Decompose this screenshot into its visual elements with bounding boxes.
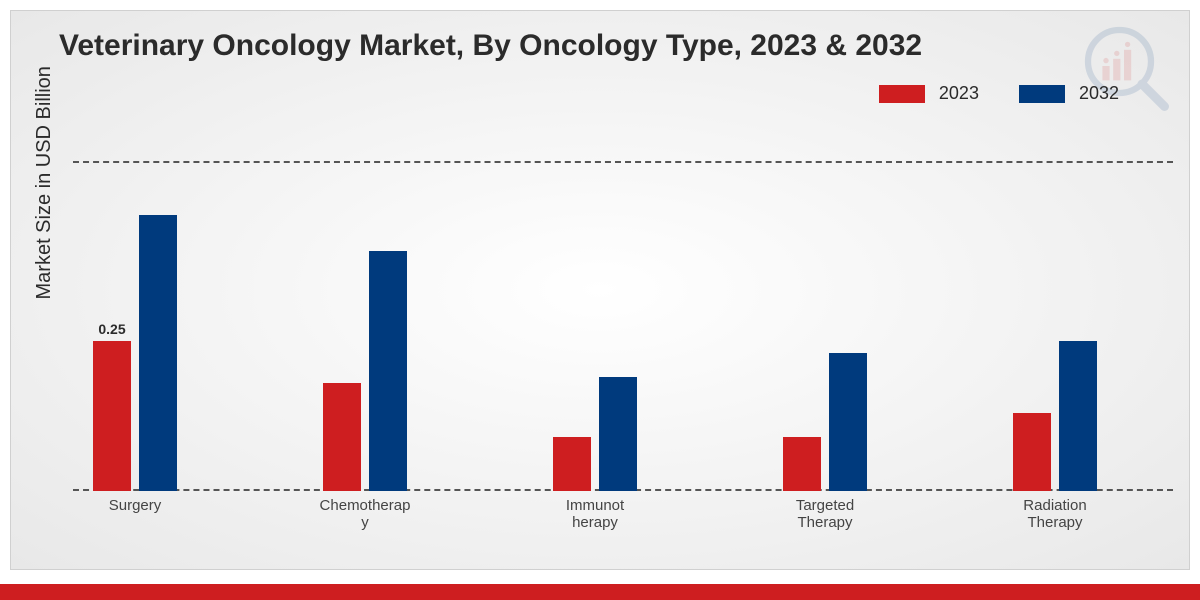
bar [553,437,591,491]
bar [783,437,821,491]
x-axis-label: TargetedTherapy [745,491,905,532]
legend-item-2023: 2023 [879,83,979,104]
plot-area: 0.25SurgeryChemotherapyImmunotherapyTarg… [73,161,1173,491]
bar [599,377,637,491]
legend-swatch [879,85,925,103]
x-axis-label: Chemotherapy [285,491,445,532]
footer-bar [0,584,1200,600]
y-axis-label: Market Size in USD Billion [33,66,56,299]
bar [139,215,177,491]
legend: 2023 2032 [879,83,1119,104]
x-axis-label: Immunotherapy [515,491,675,532]
bar [829,353,867,491]
bar [369,251,407,491]
bar [1013,413,1051,491]
grid-line-top [73,161,1173,163]
legend-item-2032: 2032 [1019,83,1119,104]
x-axis-label: RadiationTherapy [975,491,1135,532]
chart-title: Veterinary Oncology Market, By Oncology … [59,29,922,63]
legend-label: 2032 [1079,83,1119,104]
legend-label: 2023 [939,83,979,104]
bar [93,341,131,491]
chart-area: Veterinary Oncology Market, By Oncology … [10,10,1190,570]
bar [323,383,361,491]
bar-value-label: 0.25 [92,321,132,337]
legend-swatch [1019,85,1065,103]
chart-container: Veterinary Oncology Market, By Oncology … [0,0,1200,600]
bar [1059,341,1097,491]
x-axis-label: Surgery [55,491,215,514]
